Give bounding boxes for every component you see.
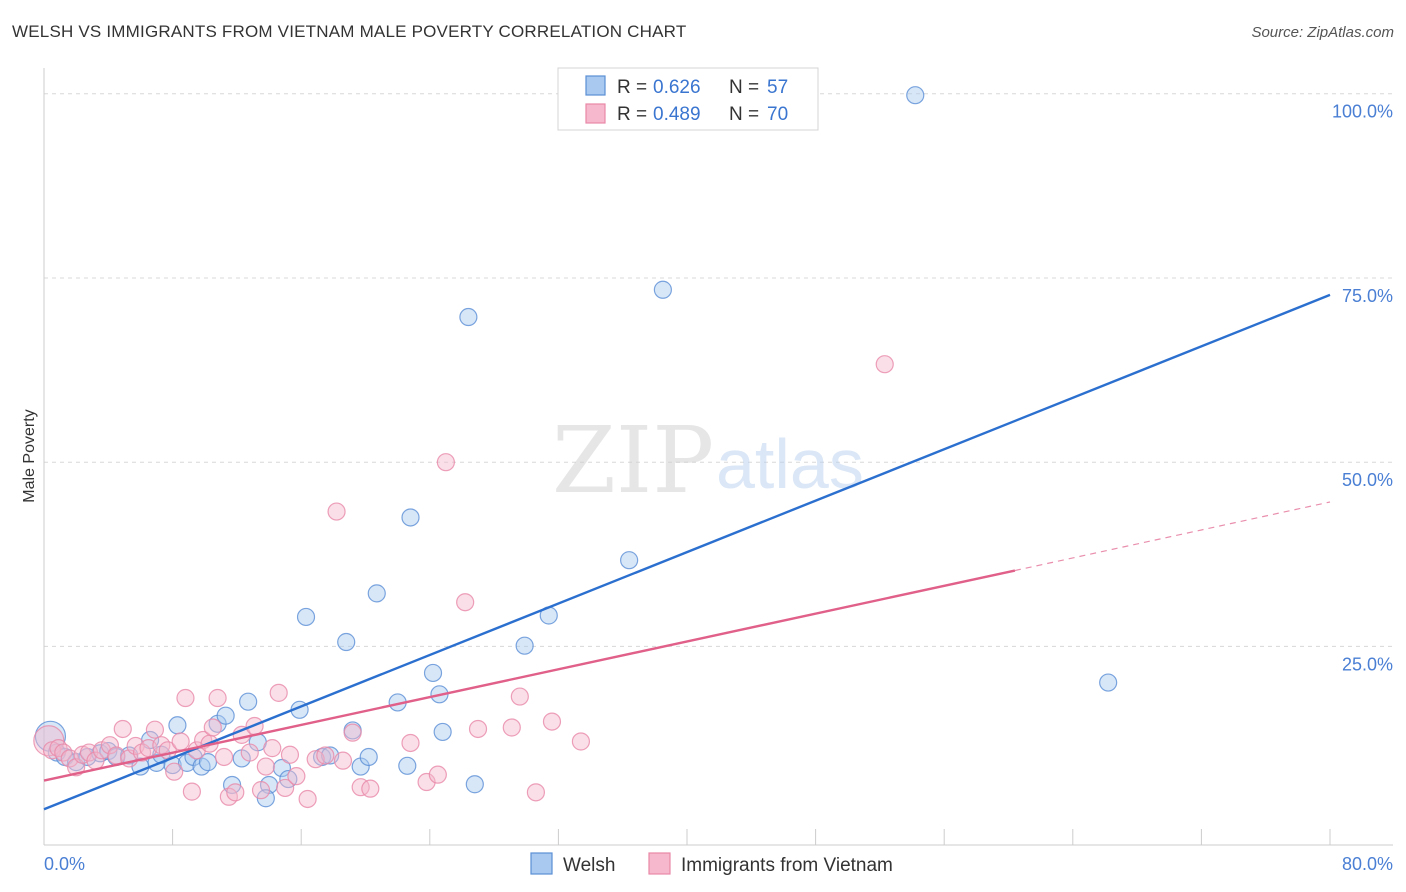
point-vietnam bbox=[428, 765, 447, 784]
point-vietnam bbox=[316, 746, 335, 765]
legend-r-label-2: R = bbox=[617, 104, 647, 125]
point-vietnam bbox=[145, 720, 165, 739]
point-vietnam bbox=[240, 743, 259, 762]
point-vietnam bbox=[333, 751, 353, 770]
point-vietnam bbox=[280, 745, 300, 764]
legend-n-label-2: N = bbox=[729, 104, 759, 125]
bottom-legend-swatch-vietnam bbox=[648, 852, 671, 875]
point-vietnam bbox=[100, 736, 120, 755]
point-vietnam bbox=[269, 683, 288, 702]
point-welsh bbox=[653, 280, 672, 299]
point-welsh bbox=[272, 758, 292, 778]
bottom-legend-vietnam: Immigrants from Vietnam bbox=[681, 855, 893, 876]
point-vietnam bbox=[226, 783, 245, 802]
point-welsh bbox=[367, 584, 386, 603]
point-welsh bbox=[337, 632, 356, 652]
point-vietnam bbox=[351, 778, 370, 797]
legend-n-value-1: 57 bbox=[767, 77, 788, 98]
x-tick-min: 0.0% bbox=[44, 854, 85, 874]
bottom-legend: Welsh Immigrants from Vietnam bbox=[530, 852, 893, 876]
legend-swatch-vietnam bbox=[585, 103, 606, 124]
axes bbox=[43, 68, 1393, 846]
legend-n-value-2: 70 bbox=[767, 104, 788, 125]
legend-r-value-1: 0.626 bbox=[653, 77, 701, 98]
chart-title: WELSH VS IMMIGRANTS FROM VIETNAM MALE PO… bbox=[12, 22, 687, 41]
point-vietnam bbox=[176, 688, 195, 708]
point-vietnam bbox=[165, 762, 184, 781]
point-vietnam bbox=[251, 781, 271, 800]
y-tick-label-75: 75.0% bbox=[1342, 286, 1393, 306]
point-vietnam bbox=[113, 719, 132, 739]
point-vietnam bbox=[256, 757, 275, 776]
x-tick-max: 80.0% bbox=[1342, 854, 1393, 874]
point-welsh bbox=[423, 663, 443, 683]
legend-swatch-welsh bbox=[585, 75, 606, 96]
point-vietnam bbox=[417, 772, 436, 792]
point-vietnam bbox=[875, 355, 894, 374]
gridlines bbox=[44, 93, 1393, 647]
point-welsh bbox=[465, 775, 484, 794]
bottom-legend-welsh: Welsh bbox=[563, 855, 615, 876]
trend-line-welsh bbox=[43, 293, 1331, 811]
watermark-zip: ZIP bbox=[552, 407, 714, 514]
source-label: Source: ZipAtlas.com bbox=[1251, 24, 1394, 41]
point-vietnam bbox=[203, 718, 222, 737]
point-vietnam bbox=[343, 723, 362, 742]
point-welsh bbox=[1099, 673, 1118, 692]
point-vietnam bbox=[214, 747, 234, 767]
point-welsh bbox=[398, 756, 417, 775]
point-vietnam bbox=[526, 783, 545, 802]
point-welsh bbox=[168, 716, 187, 735]
point-vietnam bbox=[401, 733, 420, 753]
y-axis-label: Male Poverty bbox=[21, 409, 38, 502]
point-welsh bbox=[515, 636, 534, 655]
trend-line-vietnam bbox=[43, 569, 1016, 782]
point-welsh bbox=[459, 307, 478, 327]
y-tick-label-25: 25.0% bbox=[1342, 654, 1393, 674]
point-vietnam bbox=[208, 688, 227, 708]
watermark: ZIP atlas bbox=[552, 407, 864, 514]
point-vietnam bbox=[468, 719, 488, 739]
point-welsh bbox=[296, 607, 316, 627]
legend-box: R = 0.626 N = 57 R = 0.489 N = 70 bbox=[557, 67, 819, 131]
data-points bbox=[33, 86, 1118, 809]
point-vietnam bbox=[182, 782, 201, 801]
y-tick-label-50: 50.0% bbox=[1342, 470, 1393, 490]
point-vietnam bbox=[263, 739, 282, 758]
point-vietnam bbox=[276, 778, 295, 798]
point-welsh bbox=[239, 692, 258, 711]
point-vietnam bbox=[306, 750, 325, 769]
point-vietnam bbox=[502, 718, 521, 737]
point-welsh bbox=[359, 747, 378, 767]
point-vietnam bbox=[287, 767, 306, 786]
point-welsh bbox=[906, 86, 925, 105]
point-vietnam bbox=[171, 732, 190, 751]
point-vietnam bbox=[542, 712, 562, 731]
legend-r-value-2: 0.489 bbox=[653, 104, 701, 125]
point-welsh bbox=[198, 753, 218, 772]
point-vietnam bbox=[456, 593, 475, 612]
point-welsh bbox=[620, 551, 639, 570]
legend-r-label-1: R = bbox=[617, 77, 647, 98]
y-tick-labels: 25.0% 50.0% 75.0% 100.0% bbox=[1332, 102, 1393, 675]
point-vietnam bbox=[436, 453, 455, 472]
trend-line-vietnam-extension bbox=[1014, 501, 1331, 572]
point-vietnam bbox=[510, 687, 529, 706]
point-welsh bbox=[401, 508, 420, 527]
legend-n-label-1: N = bbox=[729, 77, 759, 98]
point-welsh bbox=[433, 722, 452, 742]
trend-lines bbox=[43, 293, 1331, 811]
point-vietnam bbox=[571, 732, 591, 751]
point-welsh bbox=[216, 706, 235, 725]
point-vietnam bbox=[327, 502, 346, 521]
point-vietnam bbox=[298, 789, 317, 809]
bottom-legend-swatch-welsh bbox=[530, 852, 553, 875]
point-vietnam bbox=[361, 779, 380, 798]
y-tick-label-100: 100.0% bbox=[1332, 102, 1393, 122]
